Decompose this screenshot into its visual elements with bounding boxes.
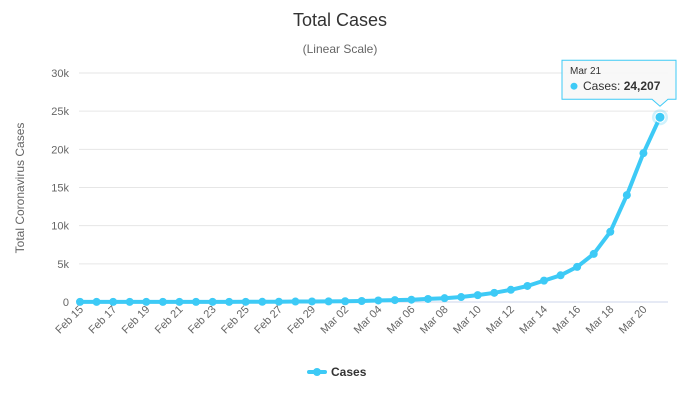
y-axis-label: Total Coronavirus Cases <box>13 123 27 254</box>
y-axis-ticks: 0 5k 10k 15k 20k 25k 30k <box>51 68 69 309</box>
data-point[interactable] <box>158 297 167 306</box>
data-point[interactable] <box>573 262 582 271</box>
data-point[interactable] <box>407 295 416 304</box>
data-point[interactable] <box>125 297 134 306</box>
x-axis-ticks: Feb 15 Feb 17 Feb 19 Feb 21 Feb 23 Feb 25 Feb … <box>53 304 649 337</box>
x-tick-label: Mar 16 <box>551 304 584 337</box>
data-point[interactable] <box>473 291 482 300</box>
tooltip-series-marker <box>570 82 578 90</box>
x-tick-label: Mar 18 <box>584 304 617 337</box>
gridlines <box>79 72 668 265</box>
data-point[interactable] <box>457 293 466 302</box>
data-point[interactable] <box>308 297 316 306</box>
x-tick-label: Mar 06 <box>385 304 418 337</box>
chart-subtitle: (Linear Scale) <box>303 42 378 56</box>
x-tick-label: Mar 12 <box>484 304 517 337</box>
data-point[interactable] <box>490 288 499 297</box>
chart-title: Total Cases <box>293 10 387 30</box>
x-tick-label: Mar 08 <box>418 304 451 337</box>
y-tick-label: 30k <box>51 68 69 80</box>
data-point[interactable] <box>622 191 631 200</box>
data-point[interactable] <box>175 297 184 306</box>
x-tick-label: Mar 04 <box>352 304 385 337</box>
data-point[interactable] <box>192 297 200 306</box>
data-point[interactable] <box>291 297 300 306</box>
y-tick-label: 25k <box>51 106 69 118</box>
data-point[interactable] <box>556 271 565 280</box>
data-point[interactable] <box>208 297 217 306</box>
legend[interactable]: Cases <box>307 365 367 379</box>
x-tick-label: Feb 23 <box>186 304 219 337</box>
data-point[interactable] <box>76 297 84 306</box>
tooltip-label: Cases: <box>583 79 624 93</box>
data-point[interactable] <box>324 297 333 306</box>
data-point[interactable] <box>225 297 234 306</box>
x-tick-label: Feb 21 <box>153 304 186 337</box>
tooltip-text: Cases: 24,207 <box>583 79 661 93</box>
y-tick-label: 10k <box>51 221 69 233</box>
x-tick-label: Feb 29 <box>285 304 318 337</box>
x-tick-label: Feb 19 <box>120 304 153 337</box>
y-tick-label: 20k <box>51 144 69 156</box>
data-point[interactable] <box>589 249 598 258</box>
x-tick-label: Mar 20 <box>617 304 650 337</box>
y-tick-label: 0 <box>63 297 69 309</box>
x-tick-label: Mar 10 <box>451 304 484 337</box>
data-point[interactable] <box>440 294 449 303</box>
data-point[interactable] <box>142 297 151 306</box>
tooltip-box <box>561 59 677 107</box>
y-tick-label: 5k <box>57 259 69 271</box>
tooltip: Mar 21 Cases: 24,207 <box>561 59 677 107</box>
series-cases[interactable] <box>76 109 668 306</box>
data-point[interactable] <box>424 294 432 303</box>
data-point[interactable] <box>374 296 383 305</box>
data-point[interactable] <box>341 297 350 306</box>
data-point[interactable] <box>606 227 615 236</box>
data-point[interactable] <box>506 285 515 294</box>
data-point[interactable] <box>241 297 250 306</box>
data-point[interactable] <box>109 297 118 306</box>
x-tick-label: Feb 17 <box>87 304 120 337</box>
data-point[interactable] <box>523 281 532 290</box>
tooltip-value: 24,207 <box>624 79 661 93</box>
data-point[interactable] <box>639 149 648 158</box>
data-point[interactable] <box>274 297 283 306</box>
x-tick-label: Mar 14 <box>517 304 550 337</box>
data-point[interactable] <box>92 297 101 306</box>
legend-item-cases[interactable]: Cases <box>331 365 367 379</box>
x-tick-label: Mar 02 <box>319 304 352 337</box>
data-point[interactable] <box>654 111 666 123</box>
legend-marker <box>313 368 321 376</box>
series-line <box>78 115 662 304</box>
data-point[interactable] <box>357 297 366 306</box>
data-point[interactable] <box>390 296 399 305</box>
data-point[interactable] <box>540 276 548 285</box>
x-tick-label: Feb 15 <box>53 304 86 337</box>
data-point[interactable] <box>258 297 267 306</box>
x-tick-label: Feb 27 <box>252 304 285 337</box>
y-tick-label: 15k <box>51 183 69 195</box>
x-tick-label: Feb 25 <box>219 304 252 337</box>
tooltip-date: Mar 21 <box>570 66 602 77</box>
